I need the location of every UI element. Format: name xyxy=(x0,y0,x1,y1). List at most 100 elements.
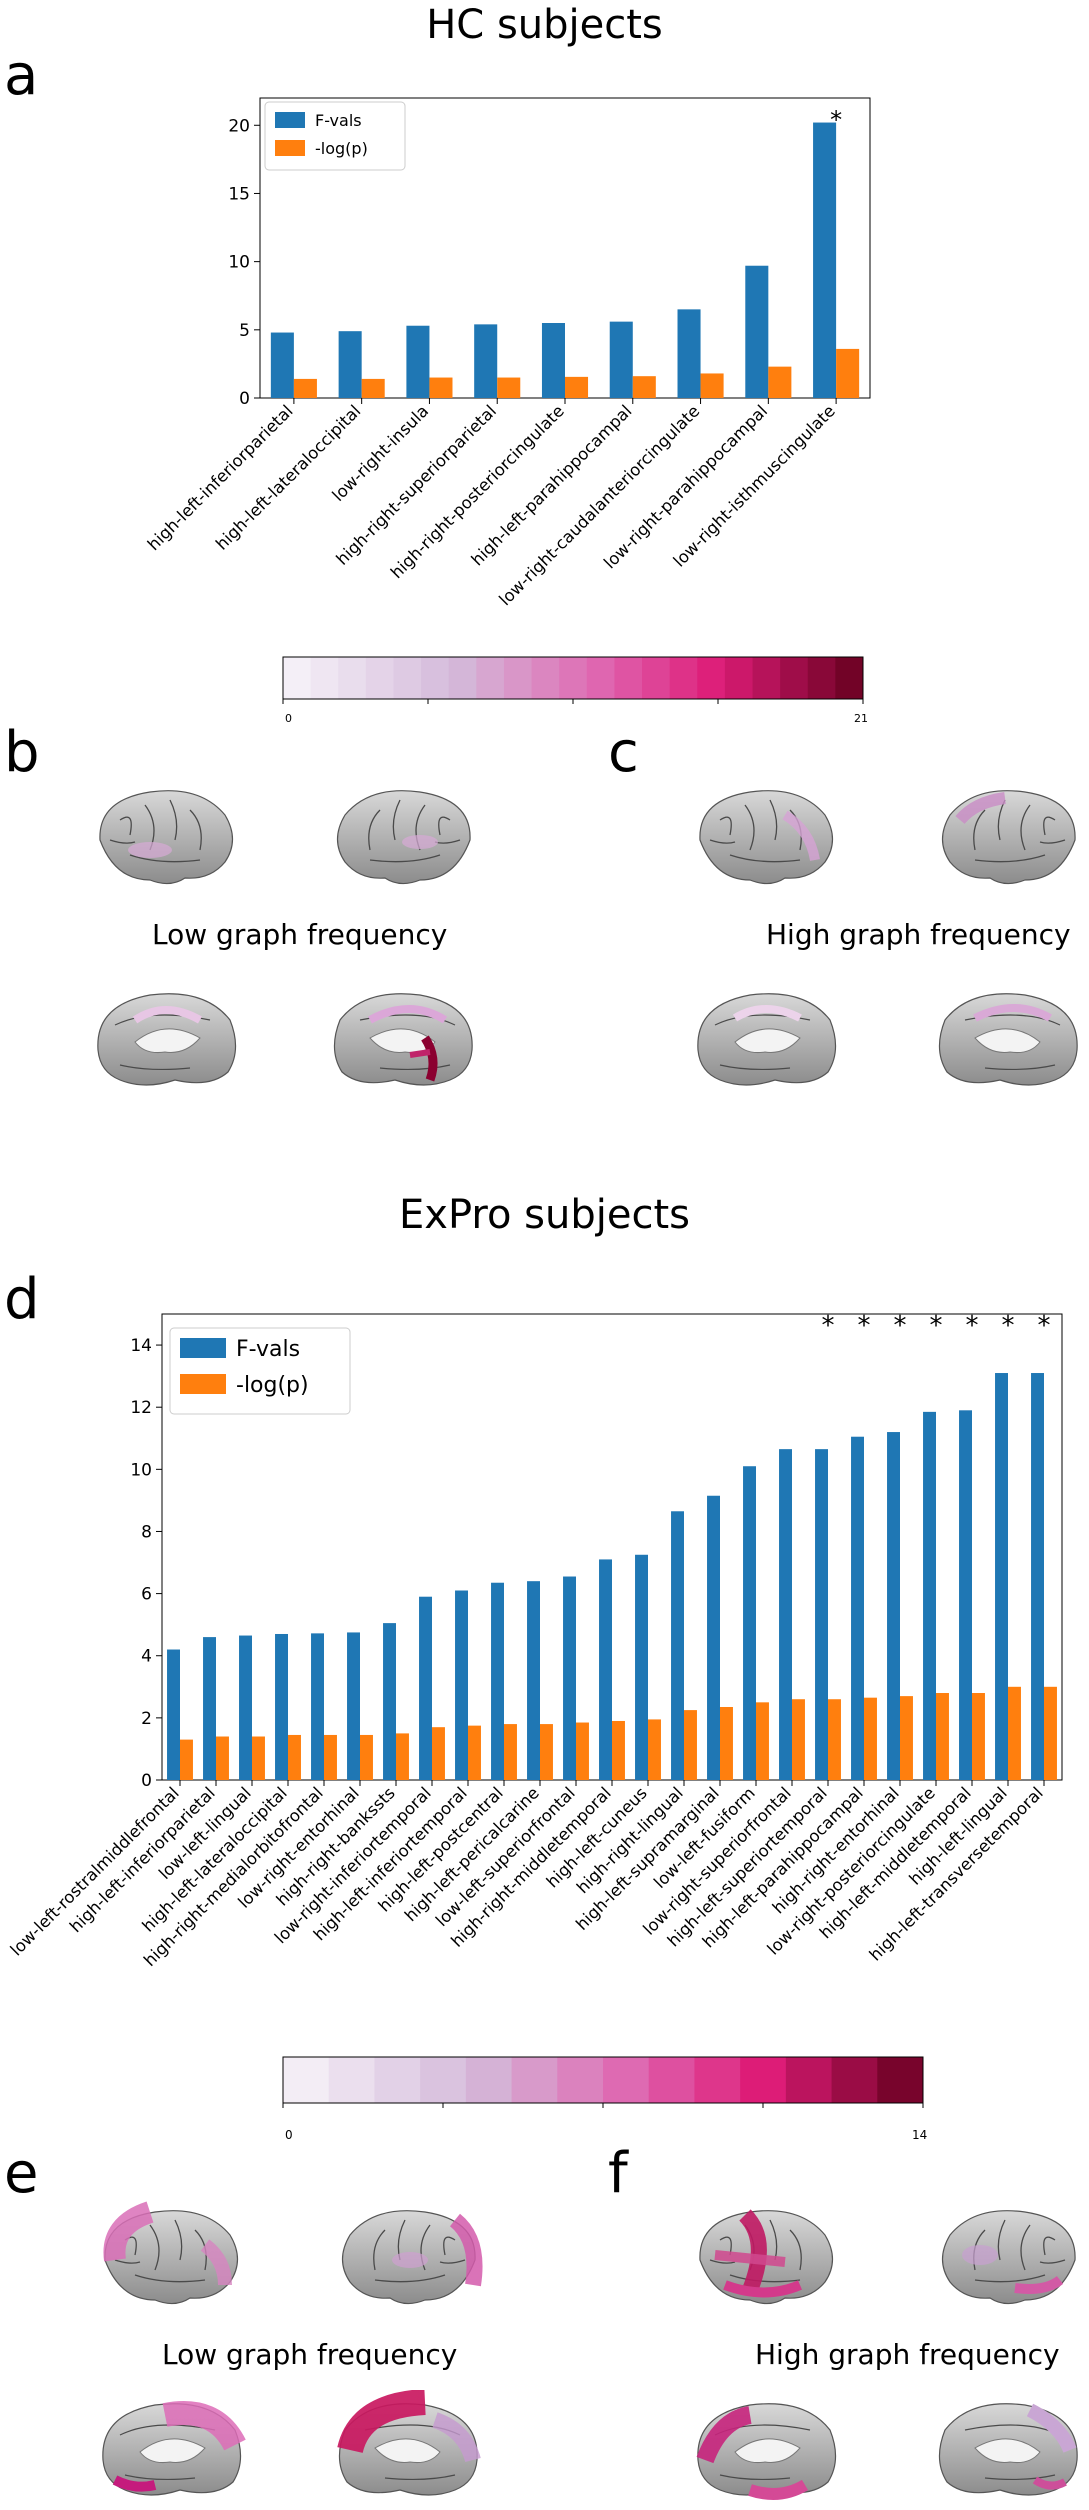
colorbar-step xyxy=(807,657,836,699)
fvals-bar xyxy=(527,1581,540,1780)
logp-bar xyxy=(432,1727,445,1780)
fvals-bar xyxy=(239,1635,252,1780)
legend-label: F-vals xyxy=(236,1337,300,1362)
logp-bar xyxy=(756,1702,769,1780)
colorbar-step xyxy=(557,2057,604,2103)
logp-bar xyxy=(504,1724,517,1780)
y-tick-label: 10 xyxy=(228,253,250,273)
logp-bar xyxy=(900,1696,913,1780)
colorbar-step xyxy=(831,2057,878,2103)
logp-bar xyxy=(288,1734,301,1780)
logp-bar xyxy=(828,1699,841,1780)
fvals-bar xyxy=(455,1590,468,1780)
fvals-bar xyxy=(813,122,837,398)
fvals-bar xyxy=(671,1511,684,1780)
fvals-bar xyxy=(338,331,362,398)
expro-colorbar-min-label: 0 xyxy=(285,2128,293,2142)
fvals-bar xyxy=(203,1637,216,1780)
logp-bar xyxy=(648,1719,661,1780)
colorbar-step xyxy=(835,657,864,699)
fvals-bar xyxy=(887,1432,900,1780)
logp-bar xyxy=(768,366,792,398)
fvals-bar xyxy=(851,1436,864,1780)
logp-bar xyxy=(1044,1686,1057,1780)
fvals-bar xyxy=(745,265,769,398)
panel-label-a: a xyxy=(4,43,39,108)
logp-bar xyxy=(361,378,385,398)
expro-low-lateral-left-brain xyxy=(103,2201,239,2305)
logp-bar xyxy=(497,377,521,398)
legend-swatch xyxy=(275,140,305,156)
logp-bar xyxy=(792,1699,805,1780)
colorbar-step xyxy=(283,2057,330,2103)
fvals-bar xyxy=(779,1449,792,1780)
y-tick-label: 0 xyxy=(141,1771,152,1791)
significance-star: * xyxy=(1038,1311,1051,1341)
hc-high-lateral-left-brain xyxy=(699,790,834,885)
fvals-bar xyxy=(707,1495,720,1780)
fvals-bar xyxy=(311,1633,324,1780)
colorbar-step xyxy=(669,657,698,699)
logp-bar xyxy=(576,1722,589,1780)
logp-bar xyxy=(720,1706,733,1780)
hc-low-lateral-left-brain xyxy=(99,790,234,885)
logp-bar xyxy=(468,1725,481,1780)
expro-colorbar xyxy=(282,2056,924,2108)
y-tick-label: 12 xyxy=(130,1398,152,1418)
fvals-bar xyxy=(275,1633,288,1780)
fvals-bar xyxy=(1031,1373,1044,1780)
fvals-bar xyxy=(541,323,565,398)
fvals-bar xyxy=(406,325,430,398)
y-tick-label: 8 xyxy=(141,1522,152,1542)
colorbar-step xyxy=(559,657,588,699)
colorbar-step xyxy=(877,2057,924,2103)
colorbar-step xyxy=(697,657,726,699)
y-tick-label: 4 xyxy=(141,1647,152,1667)
logp-bar xyxy=(836,348,860,398)
logp-bar xyxy=(360,1734,373,1780)
expro-low-medial-left-brain xyxy=(102,2401,246,2496)
expro-high-lateral-left-brain xyxy=(699,2209,834,2305)
colorbar-step xyxy=(511,2057,558,2103)
legend-label: F-vals xyxy=(315,111,362,130)
expro-high-freq-caption: High graph frequency xyxy=(755,2338,1060,2371)
fvals-bar xyxy=(167,1649,180,1780)
colorbar-step xyxy=(328,2057,375,2103)
expro-colorbar-max-label: 14 xyxy=(912,2128,928,2142)
expro-low-medial-right-brain xyxy=(337,2390,481,2496)
panel-label-d: d xyxy=(4,1267,40,1332)
expro-high-medial-right-brain xyxy=(938,2403,1078,2496)
logp-bar xyxy=(972,1693,985,1780)
fvals-bar xyxy=(419,1596,432,1780)
legend-swatch xyxy=(180,1338,226,1358)
colorbar-step xyxy=(421,657,450,699)
y-tick-label: 0 xyxy=(239,389,250,409)
significance-star: * xyxy=(894,1311,907,1341)
colorbar-step xyxy=(393,657,422,699)
colorbar-step xyxy=(283,657,312,699)
fvals-bar xyxy=(959,1410,972,1780)
logp-bar xyxy=(632,376,656,398)
colorbar-step xyxy=(724,657,754,699)
colorbar-step xyxy=(780,657,809,699)
significance-star: * xyxy=(830,106,842,134)
panel-label-e: e xyxy=(4,2141,39,2206)
expro-low-freq-caption: Low graph frequency xyxy=(162,2338,458,2371)
logp-bar xyxy=(180,1739,193,1780)
colorbar-step xyxy=(642,657,671,699)
colorbar-step xyxy=(465,2057,513,2103)
legend-label: -log(p) xyxy=(315,139,368,158)
fvals-bar xyxy=(270,332,294,398)
significance-star: * xyxy=(822,1311,835,1341)
colorbar-step xyxy=(752,657,781,699)
logp-bar xyxy=(252,1736,265,1780)
panel-label-f: f xyxy=(608,2141,628,2206)
legend-label: -log(p) xyxy=(236,1373,309,1398)
colorbar-step xyxy=(694,2057,741,2103)
y-tick-label: 20 xyxy=(228,116,250,136)
colorbar-step xyxy=(740,2057,787,2103)
fvals-bar xyxy=(743,1466,756,1780)
y-tick-label: 2 xyxy=(141,1709,152,1729)
logp-bar xyxy=(936,1693,949,1780)
colorbar-step xyxy=(503,657,533,699)
